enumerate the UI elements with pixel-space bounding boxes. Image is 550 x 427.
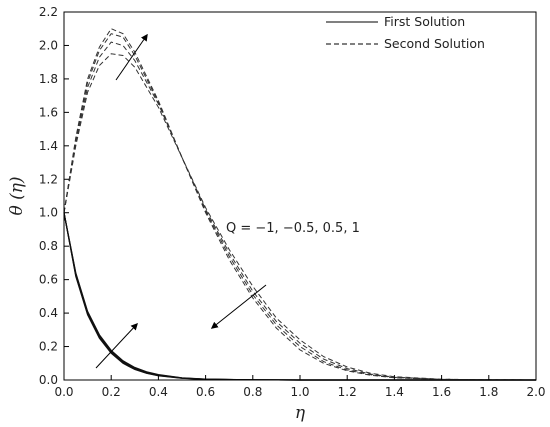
y-axis-label: θ (η) xyxy=(7,176,27,215)
second-solution-curve xyxy=(63,28,537,381)
y-tick-label: 2.0 xyxy=(39,38,58,52)
legend: First Solution Second Solution xyxy=(326,14,485,51)
y-tick-label: 0.4 xyxy=(39,306,58,320)
first-solution-curve xyxy=(63,212,536,381)
x-tick-label: 1.6 xyxy=(432,385,451,399)
y-axis: 0.0 0.2 0.4 0.6 0.8 1.0 1.2 1.4 1.6 1.8 2.0 2.2 xyxy=(39,5,69,387)
x-tick-label: 1.4 xyxy=(385,385,404,399)
legend-label-second-solution: Second Solution xyxy=(384,36,485,51)
x-tick-label: 0.6 xyxy=(196,385,215,399)
y-tick-label: 1.0 xyxy=(39,206,58,220)
y-tick-label: 0.0 xyxy=(39,373,58,387)
q-values-annotation: Q = −1, −0.5, 0.5, 1 xyxy=(226,221,360,236)
y-tick-label: 0.2 xyxy=(39,340,58,354)
y-tick-label: 0.8 xyxy=(39,239,58,253)
y-tick-label: 1.2 xyxy=(39,172,58,186)
x-tick-label: 2.0 xyxy=(526,385,545,399)
y-tick-label: 2.2 xyxy=(39,5,58,19)
arrow-first-solution xyxy=(95,322,138,369)
x-tick-label: 0.4 xyxy=(149,385,168,399)
y-tick-label: 0.6 xyxy=(39,273,58,287)
first-solution-curve xyxy=(63,212,536,381)
y-tick-label: 1.6 xyxy=(39,105,58,119)
x-tick-label: 1.0 xyxy=(290,385,309,399)
first-solution-curve xyxy=(63,212,536,381)
x-tick-label: 0.2 xyxy=(102,385,121,399)
first-solution-curve xyxy=(63,212,536,381)
x-axis-label: η xyxy=(295,403,306,423)
x-axis: 0.0 0.2 0.4 0.6 0.8 1.0 1.2 1.4 1.6 1.8 2.0 xyxy=(54,375,546,399)
x-tick-label: 0.0 xyxy=(54,385,73,399)
legend-label-first-solution: First Solution xyxy=(384,14,465,29)
plot-curves xyxy=(63,28,537,381)
second-solution-curve xyxy=(63,53,537,381)
arrow-second-solution-tail xyxy=(210,284,267,329)
plot-frame xyxy=(63,11,537,381)
y-tick-label: 1.8 xyxy=(39,72,58,86)
y-tick-label: 1.4 xyxy=(39,139,58,153)
x-tick-label: 1.8 xyxy=(479,385,498,399)
x-tick-label: 0.8 xyxy=(243,385,262,399)
second-solution-curve xyxy=(63,41,537,381)
x-tick-label: 1.2 xyxy=(338,385,357,399)
second-solution-curve xyxy=(63,33,537,381)
arrow-second-solution-peak xyxy=(115,33,148,81)
